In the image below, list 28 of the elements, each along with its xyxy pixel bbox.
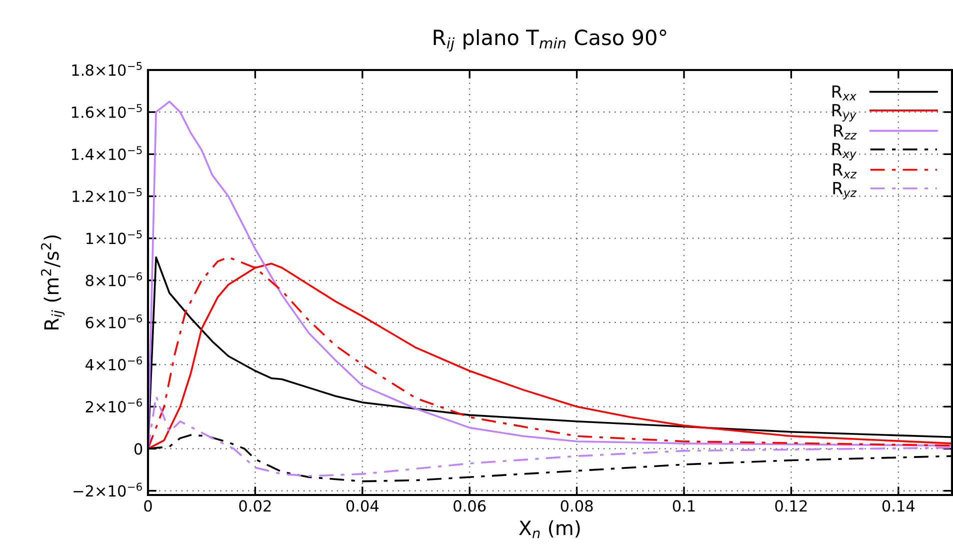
y-tick-label: −2×10$^{−6}$ (74, 482, 142, 497)
legend-label: R$_{xy}$ (832, 143, 857, 160)
legend-label: R$_{yy}$ (832, 104, 857, 122)
legend-label: R$_{xz}$ (833, 163, 857, 178)
y-tick-label: 1.6×10$^{−5}$ (72, 104, 142, 118)
x-tick-label: 0.08 (560, 500, 593, 512)
x-tick-label: 0.14 (882, 500, 915, 512)
x-tick-label: 0 (144, 500, 152, 512)
y-axis-title: R$_{ij}$ (m$^{2}$/s$^{2}$) (40, 235, 65, 330)
y-tick-label: 1.8×10$^{−5}$ (72, 62, 142, 76)
x-tick-label: 0.1 (672, 500, 695, 512)
y-tick-label: 0 (134, 443, 142, 455)
y-tick-label: 2×10$^{−6}$ (86, 398, 142, 413)
legend-label: R$_{xx}$ (832, 85, 856, 100)
y-tick-label: 4×10$^{−6}$ (86, 356, 142, 370)
chart-title: R$_{ij}$ plano T$_{min}$ Caso 90° (434, 29, 666, 52)
y-tick-label: 1.4×10$^{−5}$ (72, 146, 142, 160)
x-tick-label: 0.02 (239, 500, 271, 512)
y-tick-label: 1.2×10$^{−5}$ (72, 188, 142, 202)
y-tick-label: 8×10$^{−6}$ (86, 272, 142, 286)
legend-label: R$_{zz}$ (834, 124, 857, 140)
x-tick-label: 0.04 (346, 500, 379, 512)
x-tick-label: 0.06 (454, 500, 486, 512)
x-axis-title: X$_{n}$ (m) (519, 520, 580, 538)
y-tick-label: 1×10$^{−5}$ (86, 230, 142, 244)
legend-label: R$_{yz}$ (833, 182, 857, 200)
y-tick-label: 6×10$^{−6}$ (86, 314, 142, 328)
x-tick-label: 0.12 (775, 500, 807, 512)
